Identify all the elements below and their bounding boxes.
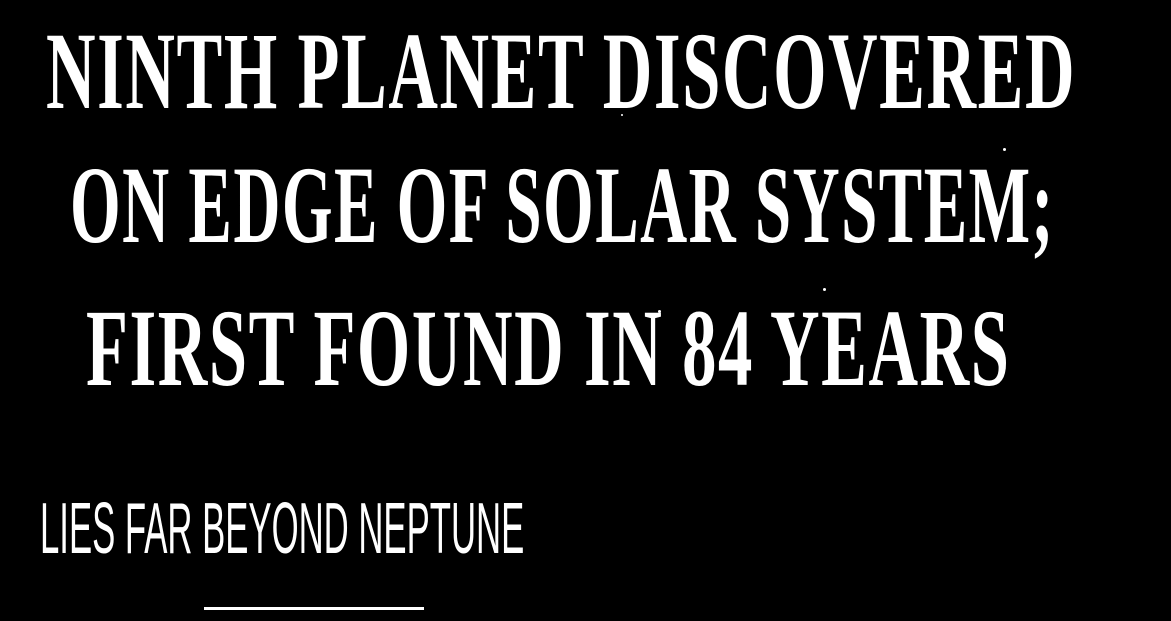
subheadline: LIES FAR BEYOND NEPTUNE — [40, 486, 525, 569]
print-speck — [658, 310, 661, 313]
headline-line-3: FIRST FOUND IN 84 YEARS — [86, 288, 1011, 410]
print-speck — [621, 114, 623, 116]
divider-rule — [204, 607, 424, 610]
headline-line-2: ON EDGE OF SOLAR SYSTEM; — [70, 145, 1055, 267]
headline-line-1: NINTH PLANET DISCOVERED — [46, 11, 1077, 133]
print-speck — [823, 288, 826, 291]
print-speck — [1003, 148, 1006, 151]
